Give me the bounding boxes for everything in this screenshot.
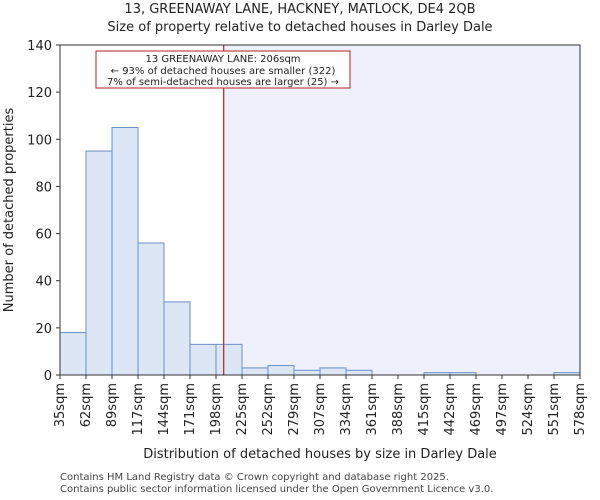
- x-tick-label: 307sqm: [313, 383, 328, 436]
- y-tick-label: 80: [35, 180, 52, 195]
- bar: [267, 365, 295, 376]
- x-tick-label: 578sqm: [573, 383, 588, 436]
- bar: [59, 332, 87, 376]
- x-tick-label: 252sqm: [261, 383, 276, 436]
- bar: [319, 367, 347, 376]
- x-tick-label: 198sqm: [209, 383, 224, 436]
- x-tick-label: 334sqm: [339, 383, 354, 436]
- bar: [163, 301, 191, 376]
- x-tick-label: 35sqm: [53, 383, 68, 427]
- y-tick-label: 60: [35, 228, 52, 243]
- bar: [215, 343, 243, 376]
- x-tick-label: 524sqm: [521, 383, 536, 436]
- bar: [189, 343, 217, 376]
- x-tick-label: 469sqm: [469, 383, 484, 436]
- y-axis-label: Number of detached properties: [2, 108, 17, 313]
- footer-line-1: Contains HM Land Registry data © Crown c…: [60, 472, 449, 483]
- chart-subtitle: Size of property relative to detached ho…: [107, 20, 493, 35]
- x-tick-label: 62sqm: [79, 383, 94, 427]
- x-tick-label: 415sqm: [417, 383, 432, 436]
- annotation-line-1: 13 GREENAWAY LANE: 206sqm: [145, 54, 300, 65]
- annotation-line-3: 7% of semi-detached houses are larger (2…: [107, 77, 339, 88]
- larger-region-shade: [223, 45, 580, 375]
- y-tick-label: 0: [44, 369, 52, 384]
- x-tick-label: 144sqm: [157, 383, 172, 436]
- y-tick-label: 20: [35, 322, 52, 337]
- x-tick-label: 279sqm: [287, 383, 302, 436]
- x-tick-label: 171sqm: [183, 383, 198, 436]
- x-axis-label: Distribution of detached houses by size …: [143, 447, 497, 462]
- x-tick-label: 442sqm: [443, 383, 458, 436]
- y-tick-label: 40: [35, 275, 52, 290]
- footer-line-2: Contains public sector information licen…: [60, 484, 494, 495]
- chart-title: 13, GREENAWAY LANE, HACKNEY, MATLOCK, DE…: [124, 2, 476, 17]
- bar: [137, 242, 165, 376]
- x-tick-label: 117sqm: [131, 383, 146, 436]
- x-tick-label: 388sqm: [391, 383, 406, 436]
- x-tick-label: 551sqm: [547, 383, 562, 436]
- y-tick-label: 120: [27, 86, 52, 101]
- x-tick-label: 361sqm: [365, 383, 380, 436]
- annotation-box: 13 GREENAWAY LANE: 206sqm ← 93% of detac…: [95, 50, 351, 89]
- x-tick-label: 497sqm: [495, 383, 510, 436]
- bar: [241, 367, 269, 376]
- bar: [345, 369, 373, 376]
- y-tick-label: 100: [27, 133, 52, 148]
- annotation-line-2: ← 93% of detached houses are smaller (32…: [111, 66, 336, 77]
- bar: [293, 369, 321, 376]
- x-tick-label: 89sqm: [105, 383, 120, 427]
- bar: [111, 127, 139, 376]
- y-tick-label: 140: [27, 39, 52, 54]
- x-tick-label: 225sqm: [235, 383, 250, 436]
- bar: [85, 150, 113, 376]
